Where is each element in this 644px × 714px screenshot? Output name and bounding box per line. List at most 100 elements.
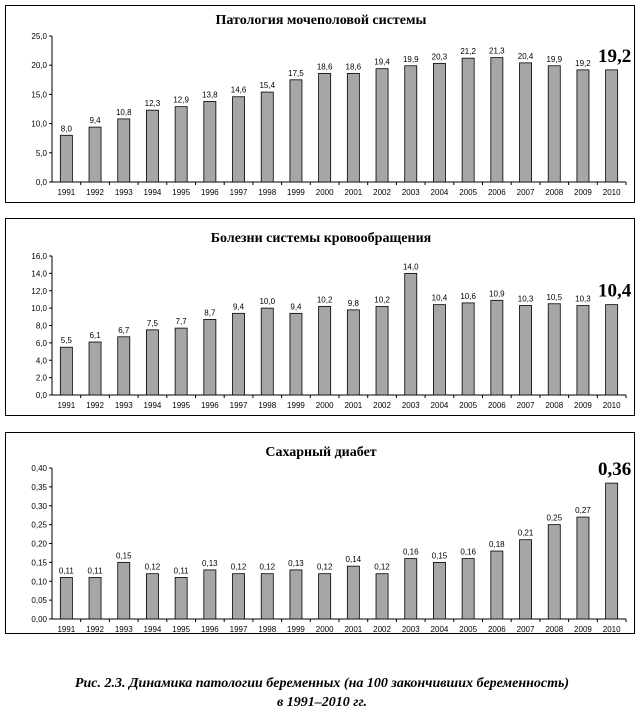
data-label: 10,3 [518, 295, 534, 304]
bar-1999 [289, 79, 303, 183]
data-label: 19,9 [403, 55, 419, 64]
x-tick-label: 1996 [201, 625, 219, 634]
bar-2009 [576, 305, 590, 396]
data-label-highlight: 0,36 [598, 459, 631, 480]
x-tick-label: 2010 [603, 188, 621, 197]
bar-2010 [605, 482, 619, 620]
data-label: 0,16 [403, 548, 419, 557]
x-tick-label: 1992 [86, 625, 104, 634]
data-label: 7,5 [147, 319, 159, 328]
x-tick-label: 2003 [402, 401, 420, 410]
bar-2003 [404, 272, 418, 396]
y-tick-label: 0,00 [31, 615, 47, 624]
x-tick-label: 2005 [459, 625, 477, 634]
bar-1992 [88, 126, 102, 183]
chart-title: Патология мочеполовой системы [216, 13, 427, 28]
data-label: 10,9 [489, 289, 505, 298]
data-label: 12,3 [145, 99, 161, 108]
bar-2007 [519, 539, 532, 620]
bar-2008 [547, 303, 561, 396]
y-tick-label: 2,0 [36, 374, 48, 383]
x-tick-label: 2001 [344, 401, 362, 410]
x-tick-label: 1995 [172, 401, 190, 410]
chart-panel-genitourinary: Патология мочеполовой системы 0,0 5,0 10,0 1… [5, 5, 635, 203]
bar-1996 [203, 101, 217, 183]
x-tick-label: 2000 [316, 188, 334, 197]
x-tick-label: 2004 [431, 625, 449, 634]
data-label: 5,5 [61, 336, 73, 345]
bar-2002 [375, 573, 389, 620]
x-tick-label: 1998 [258, 188, 276, 197]
y-tick-label: 0,40 [31, 464, 47, 473]
y-tick-label: 8,0 [36, 322, 48, 331]
y-tick-label: 12,0 [31, 287, 47, 296]
bar-2006 [490, 550, 504, 620]
y-tick-label: 14,0 [31, 269, 47, 278]
x-tick-label: 2004 [431, 401, 449, 410]
bar-1999 [289, 569, 303, 620]
data-label: 0,15 [432, 551, 448, 560]
data-label: 10,4 [432, 294, 448, 303]
y-tick-label: 0,05 [31, 596, 47, 605]
y-tick-label: 4,0 [36, 356, 48, 365]
data-label: 18,6 [346, 62, 362, 71]
bar-2003 [404, 558, 418, 620]
data-label: 0,13 [202, 559, 218, 568]
x-tick-label: 2006 [488, 625, 506, 634]
x-tick-label: 2008 [545, 401, 563, 410]
x-tick-label: 2005 [459, 188, 477, 197]
bar-1996 [203, 319, 217, 396]
data-label: 0,27 [575, 506, 591, 515]
x-tick-label: 2000 [316, 401, 334, 410]
y-tick-label: 10,0 [31, 120, 47, 129]
data-label: 8,7 [204, 308, 216, 317]
x-tick-label: 2001 [344, 625, 362, 634]
data-label: 10,2 [374, 295, 390, 304]
y-tick-label: 0,35 [31, 483, 47, 492]
bar-2009 [576, 516, 590, 620]
y-tick-label: 10,0 [31, 304, 47, 313]
data-label: 0,12 [259, 563, 275, 572]
bar-2002 [375, 305, 389, 396]
x-tick-label: 1998 [258, 401, 276, 410]
bar-1994 [146, 573, 159, 620]
bar-2008 [547, 524, 561, 620]
x-tick-label: 2005 [459, 401, 477, 410]
figure-caption: Рис. 2.3. Динамика патологии беременных … [0, 674, 644, 712]
y-tick-label: 0,20 [31, 540, 47, 549]
x-tick-label: 2002 [373, 188, 391, 197]
y-tick-label: 0,10 [31, 577, 47, 586]
bar-1997 [232, 312, 245, 396]
data-label: 21,3 [489, 47, 505, 56]
x-tick-label: 1997 [230, 625, 248, 634]
x-tick-label: 1994 [144, 188, 162, 197]
x-tick-label: 2006 [488, 188, 506, 197]
figure-caption-line1: Рис. 2.3. Динамика патологии беременных … [74, 676, 570, 691]
y-tick-label: 20,0 [31, 61, 47, 70]
bar-2001 [346, 309, 360, 396]
x-tick-label: 1999 [287, 188, 305, 197]
x-tick-label: 2007 [517, 188, 535, 197]
chart-panel-circulatory: Болезни системы кровообращения 0,0 2,0 4,0 6… [5, 218, 635, 416]
bar-2010 [605, 69, 619, 183]
bar-2007 [519, 62, 532, 183]
data-label: 0,11 [88, 566, 104, 575]
y-tick-label: 0,25 [31, 521, 47, 530]
x-tick-label: 1995 [172, 625, 190, 634]
data-label: 15,4 [259, 81, 275, 90]
data-label: 10,2 [317, 295, 333, 304]
x-tick-label: 2002 [373, 401, 391, 410]
bar-2000 [318, 305, 332, 396]
y-tick-label: 0,0 [36, 391, 48, 400]
bar-2005 [461, 302, 475, 396]
data-label: 7,7 [176, 317, 188, 326]
bar-1994 [146, 329, 159, 396]
x-tick-label: 1999 [287, 401, 305, 410]
data-label: 19,2 [575, 59, 591, 68]
chart-title: Сахарный диабет [265, 445, 376, 460]
x-tick-label: 1991 [57, 625, 75, 634]
x-tick-label: 1992 [86, 401, 104, 410]
data-label: 6,7 [118, 326, 130, 335]
data-label: 18,6 [317, 62, 333, 71]
bar-2004 [433, 304, 446, 396]
